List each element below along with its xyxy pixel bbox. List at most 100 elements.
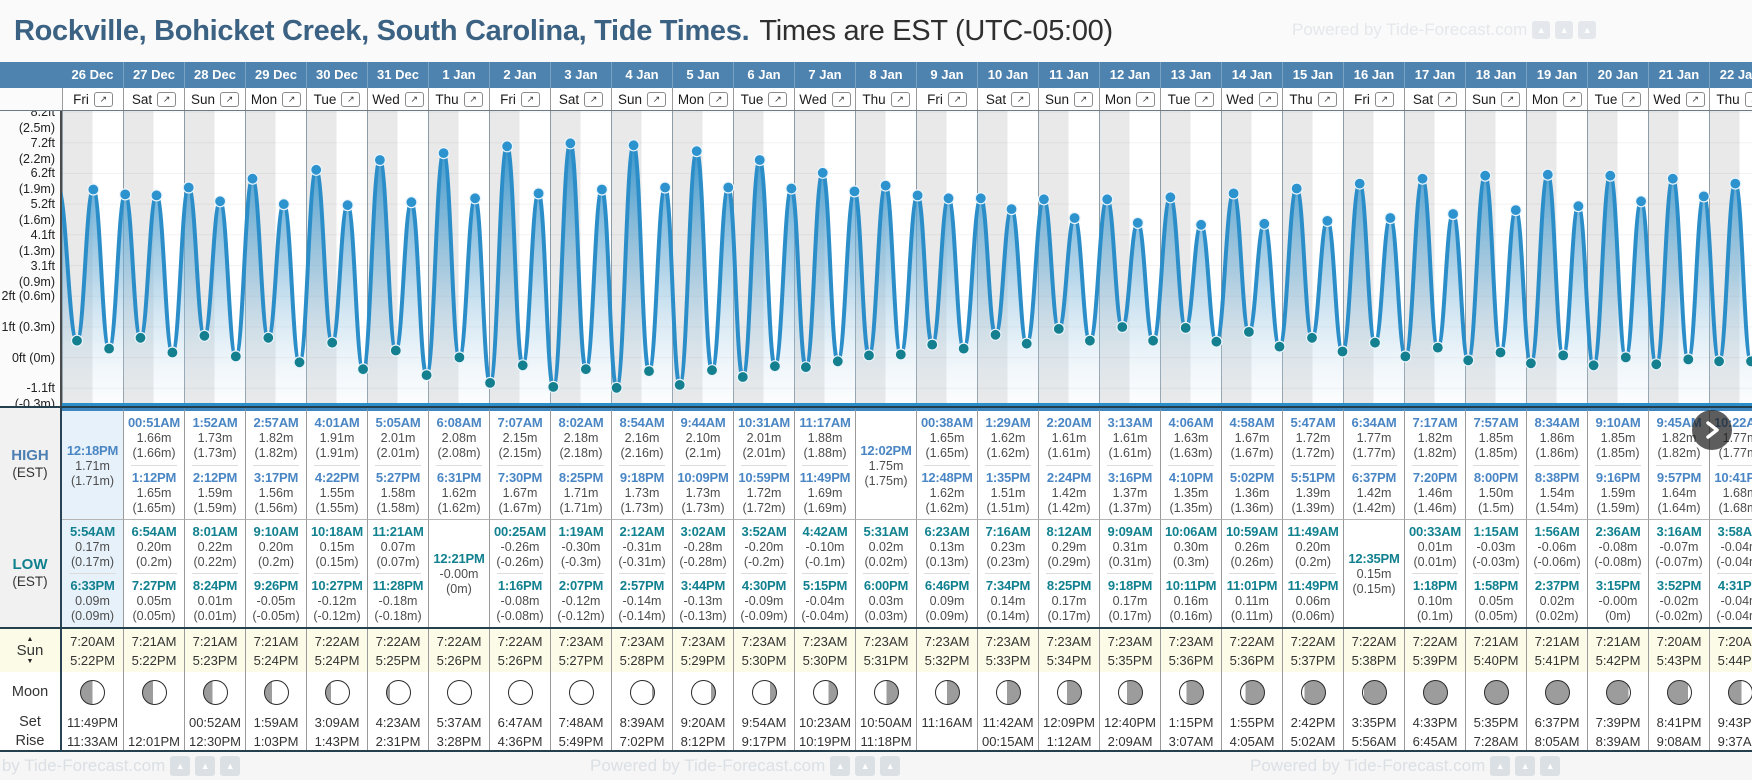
tide-entry: 12:02PM 1.75m (1.75m) — [856, 411, 916, 519]
moon-phase-icon — [629, 679, 655, 705]
date-header-cell[interactable]: 16 Jan — [1343, 62, 1404, 88]
y-axis-tick-label: 5.2ft (1.6m) — [18, 197, 55, 228]
day-of-week-row: Fri ↗ Sat ↗ Sun ↗ Mon ↗ Tue ↗ Wed ↗ Thu ↗ Fri ↗ Sat ↗ Sun ↗… — [0, 88, 1752, 111]
expand-day-button[interactable]: ↗ — [1074, 91, 1094, 107]
expand-day-button[interactable]: ↗ — [768, 91, 788, 107]
date-header-cell[interactable]: 10 Jan — [977, 62, 1038, 88]
expand-day-button[interactable]: ↗ — [404, 91, 424, 107]
date-header-cell[interactable]: 17 Jan — [1404, 62, 1465, 88]
tide-group-divider — [314, 464, 360, 466]
tide-entry: 4:22PM 1.55m (1.55m) — [307, 466, 367, 520]
sunset-time: 5:36PM — [1229, 652, 1275, 668]
expand-day-button[interactable]: ↗ — [1374, 91, 1394, 107]
date-header-cell[interactable]: 20 Jan — [1587, 62, 1648, 88]
sun-times-cell: 7:23AM 5:27PM — [550, 629, 611, 672]
date-header-cell[interactable]: 29 Dec — [245, 62, 306, 88]
date-header-cell[interactable]: 3 Jan — [550, 62, 611, 88]
moonrise-time-cell: 3:07AM — [1160, 732, 1221, 750]
expand-day-button[interactable]: ↗ — [1622, 91, 1642, 107]
expand-day-button[interactable]: ↗ — [1195, 91, 1215, 107]
expand-day-button[interactable]: ↗ — [1317, 91, 1337, 107]
date-header-cell[interactable]: 12 Jan — [1099, 62, 1160, 88]
sun-times-cell: 7:21AM 5:22PM — [123, 629, 184, 672]
moon-phase-icon — [1605, 679, 1631, 705]
day-of-week-cell: Thu↗ — [855, 88, 916, 110]
date-header-cell[interactable]: 26 Dec — [71, 67, 114, 82]
date-header-cell[interactable]: 19 Jan — [1526, 62, 1587, 88]
low-tide-height-m: 0.20m — [136, 540, 172, 554]
date-header-cell[interactable]: 4 Jan — [611, 62, 672, 88]
high-tide-time: 1:29AM — [985, 415, 1031, 431]
moon-phase-icon — [263, 679, 289, 705]
tide-group-divider — [558, 464, 604, 466]
high-tide-height-m: 1.72m — [746, 485, 782, 500]
low-tide-time: 2:36AM — [1595, 524, 1641, 539]
tide-entry: 11:49PM 1.69m (1.69m) — [795, 466, 855, 520]
expand-day-button[interactable]: ↗ — [947, 91, 967, 107]
low-tide-cell: 3:02AM -0.28m (-0.28m) 3:44PM -0.13m (-0.13m) — [672, 519, 733, 627]
tide-entry: 7:34PM 0.14m (0.14m) — [978, 574, 1038, 627]
date-header-cell[interactable]: 31 Dec — [367, 62, 428, 88]
expand-day-button[interactable]: ↗ — [647, 91, 667, 107]
low-tide-height-paren: (-0.13m) — [679, 609, 727, 623]
date-header-cell[interactable]: 18 Jan — [1465, 62, 1526, 88]
expand-day-button[interactable]: ↗ — [220, 91, 240, 107]
expand-day-button[interactable]: ↗ — [1438, 91, 1458, 107]
expand-day-button[interactable]: ↗ — [282, 91, 302, 107]
date-header-cell[interactable]: 9 Jan — [916, 62, 977, 88]
sunset-time: 5:22PM — [131, 652, 177, 668]
moonrise-time-cell: 10:19PM — [794, 732, 855, 750]
expand-day-button[interactable]: ↗ — [463, 91, 483, 107]
date-header-cell[interactable]: 13 Jan — [1160, 62, 1221, 88]
expand-day-button[interactable]: ↗ — [890, 91, 910, 107]
date-header-cell[interactable]: 30 Dec — [306, 62, 367, 88]
low-tide-cell: 10:06AM 0.30m (0.3m) 10:11PM 0.16m (0.16m) — [1160, 519, 1221, 627]
tide-entry: 2:24PM 1.42m (1.42m) — [1039, 466, 1099, 520]
low-tide-height-m: 0.17m — [1051, 594, 1087, 608]
tide-entry: 3:44PM -0.13m (-0.13m) — [673, 574, 733, 627]
date-header-cell[interactable]: 27 Dec — [123, 62, 184, 88]
expand-day-button[interactable]: ↗ — [1136, 91, 1156, 107]
high-tide-time: 7:57AM — [1473, 415, 1519, 431]
date-header-cell[interactable]: 1 Jan — [428, 62, 489, 88]
tide-entry: 00:38AM 1.65m (1.65m) — [917, 411, 977, 465]
day-of-week-cell: Sun ↗ — [611, 88, 672, 110]
expand-day-button[interactable]: ↗ — [93, 91, 113, 107]
low-tide-cells: 5:54AM 0.17m (0.17m) 6:33PM 0.09m (0.09m) 6:54… — [62, 519, 1752, 627]
low-tide-height-m: 0.01m — [197, 594, 233, 608]
date-header-cell[interactable]: 22 Jan — [1709, 62, 1752, 88]
low-tide-cell: 00:25AM -0.26m (-0.26m) 1:16PM -0.08m (-0.08m… — [489, 519, 550, 627]
expand-day-button[interactable]: ↗ — [709, 91, 729, 107]
date-header-cell[interactable]: 8 Jan — [855, 62, 916, 88]
high-tide-height-paren: (1.69m) — [803, 500, 847, 515]
day-of-week-cell: Tue ↗ — [1587, 88, 1648, 110]
low-tide-height-paren: (0.11m) — [1230, 609, 1274, 623]
date-header-cell[interactable]: 28 Dec — [184, 62, 245, 88]
low-tide-height-m: -0.00m — [1598, 594, 1638, 608]
date-header-cell[interactable]: 2 Jan — [489, 62, 550, 88]
expand-day-button[interactable]: ↗ — [1685, 91, 1705, 107]
date-header-cell[interactable]: 11 Jan — [1038, 62, 1099, 88]
date-header-cell[interactable]: 15 Jan — [1282, 62, 1343, 88]
scroll-right-button[interactable] — [1692, 410, 1732, 450]
expand-day-button[interactable]: ↗ — [1011, 91, 1031, 107]
expand-day-button[interactable]: ↗ — [520, 91, 540, 107]
date-header-cell[interactable]: 5 Jan — [672, 62, 733, 88]
high-tide-height-m: 1.91m — [319, 431, 355, 446]
expand-day-button[interactable]: ↗ — [1563, 91, 1583, 107]
expand-day-button[interactable]: ↗ — [1501, 91, 1521, 107]
date-header-cell[interactable]: 21 Jan — [1648, 62, 1709, 88]
expand-day-button[interactable]: ↗ — [341, 91, 361, 107]
expand-day-button[interactable]: ↗ — [1258, 91, 1278, 107]
moon-phase-icon — [690, 679, 716, 705]
expand-day-button[interactable]: ↗ — [1744, 91, 1752, 107]
expand-day-button[interactable]: ↗ — [831, 91, 851, 107]
high-tide-cell: 2:20AM 1.61m (1.61m) 2:24PM 1.42m (1.42m) — [1038, 408, 1099, 519]
low-tide-height-paren: (-0.04m) — [1716, 609, 1752, 623]
tide-group-divider — [1107, 464, 1153, 466]
expand-day-button[interactable]: ↗ — [584, 91, 604, 107]
date-header-cell[interactable]: 6 Jan — [733, 62, 794, 88]
date-header-cell[interactable]: 14 Jan — [1221, 62, 1282, 88]
expand-day-button[interactable]: ↗ — [157, 91, 177, 107]
date-header-cell[interactable]: 7 Jan — [794, 62, 855, 88]
